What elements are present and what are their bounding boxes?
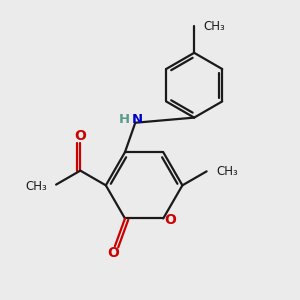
Text: H: H [118,113,130,126]
Text: CH₃: CH₃ [25,180,47,193]
Text: CH₃: CH₃ [204,20,225,33]
Text: O: O [165,213,176,227]
Text: CH₃: CH₃ [216,165,238,178]
Text: O: O [74,129,86,143]
Text: O: O [107,246,119,260]
Text: N: N [132,113,143,126]
